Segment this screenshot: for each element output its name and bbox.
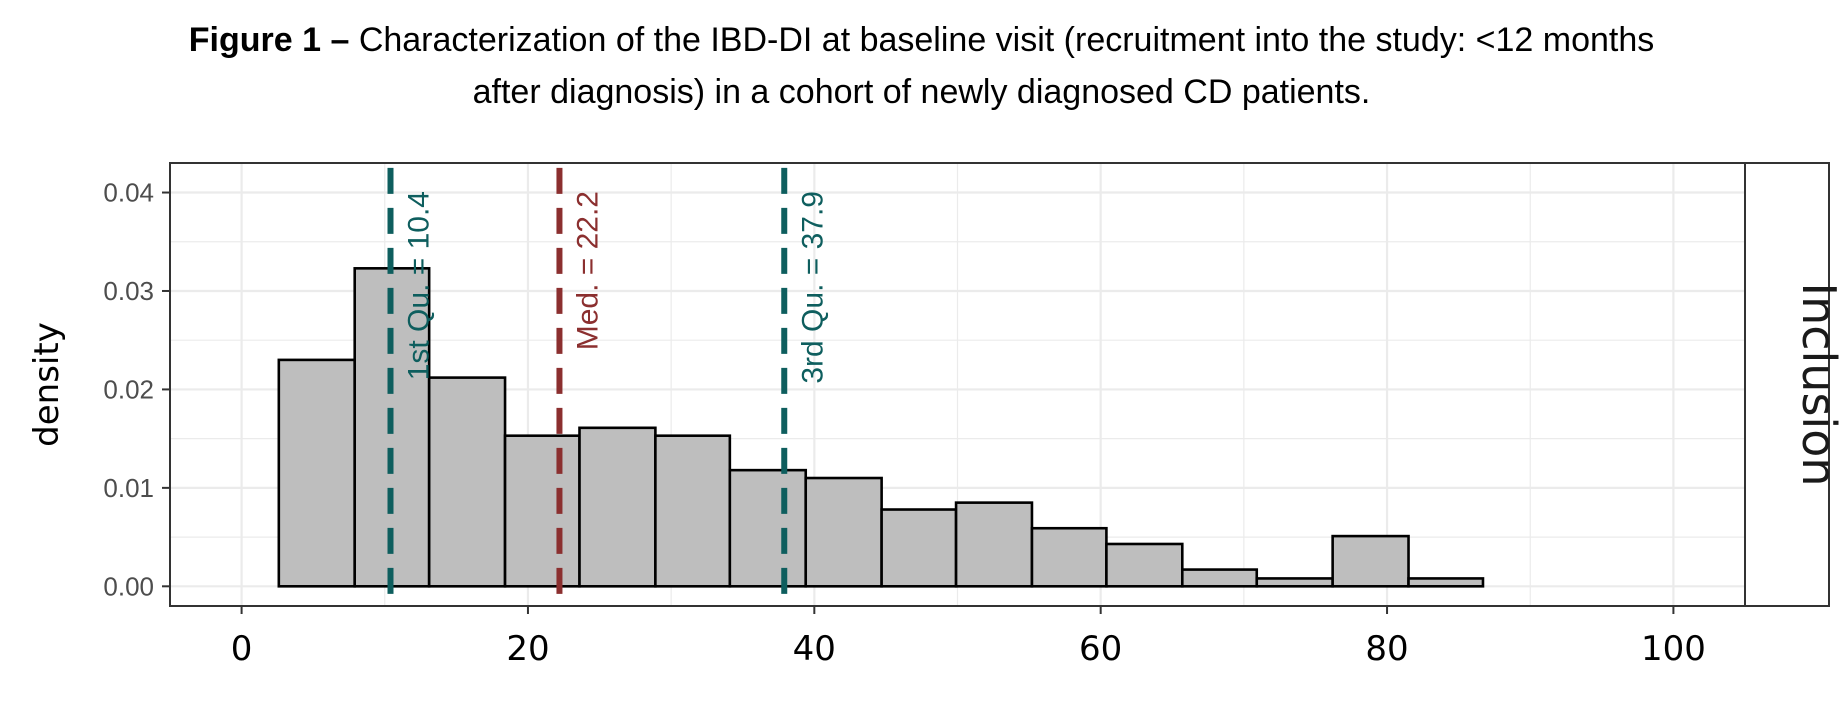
y-tick-label: 0.04 bbox=[103, 178, 154, 208]
histogram-bar-6 bbox=[654, 434, 732, 588]
histogram-bar-8 bbox=[804, 476, 883, 588]
histogram-bar-15 bbox=[1331, 534, 1410, 588]
histogram-bar-3 bbox=[427, 376, 507, 588]
third-quartile-label: 3rd Qu. = 37.9 bbox=[796, 191, 829, 384]
figure-caption: Figure 1 – Characterization of the IBD-D… bbox=[0, 14, 1843, 118]
facet-strip bbox=[1744, 162, 1830, 607]
x-tick-label: 40 bbox=[793, 629, 836, 669]
x-axis: 0 20 40 60 80 100 bbox=[231, 606, 1706, 669]
caption-line-1: Figure 1 – Characterization of the IBD-D… bbox=[0, 14, 1843, 66]
y-axis: 0.00 0.01 0.02 0.03 0.04 bbox=[103, 178, 170, 601]
x-tick-label: 80 bbox=[1365, 629, 1408, 669]
caption-line-2: after diagnosis) in a cohort of newly di… bbox=[472, 73, 1371, 111]
x-tick-label: 100 bbox=[1641, 629, 1706, 669]
y-tick-label: 0.00 bbox=[103, 571, 154, 601]
histogram-bar-7 bbox=[728, 468, 808, 588]
histogram-bar-16 bbox=[1407, 577, 1485, 588]
facet-strip-label: Inclusion bbox=[1792, 283, 1843, 487]
x-tick-label: 20 bbox=[506, 629, 549, 669]
y-tick-label: 0.02 bbox=[103, 374, 154, 404]
caption-figure-label: Figure 1 – bbox=[188, 21, 350, 59]
first-quartile-label: 1st Qu. = 10.4 bbox=[403, 191, 436, 380]
caption-text: Characterization of the IBD-DI at baseli… bbox=[358, 21, 1655, 59]
histogram-bar-5 bbox=[578, 426, 657, 588]
y-axis-title: density bbox=[27, 322, 67, 447]
histogram-bar-10 bbox=[954, 501, 1034, 588]
histogram-bar-12 bbox=[1105, 542, 1184, 588]
x-tick-label: 0 bbox=[231, 629, 253, 669]
histogram-bar-11 bbox=[1030, 526, 1108, 588]
x-tick-label: 60 bbox=[1079, 629, 1122, 669]
histogram-bar-4 bbox=[503, 434, 581, 588]
histogram-bar-13 bbox=[1180, 568, 1259, 588]
y-tick-label: 0.01 bbox=[103, 473, 154, 503]
histogram-bar-9 bbox=[880, 508, 958, 588]
histogram-bar-14 bbox=[1255, 577, 1334, 588]
histogram-bar-1 bbox=[277, 358, 357, 588]
y-tick-label: 0.03 bbox=[103, 276, 154, 306]
median-label: Med. = 22.2 bbox=[571, 191, 604, 350]
quartile-annotations: 1st Qu. = 10.4 Med. = 22.2 3rd Qu. = 37.9 bbox=[387, 167, 829, 606]
